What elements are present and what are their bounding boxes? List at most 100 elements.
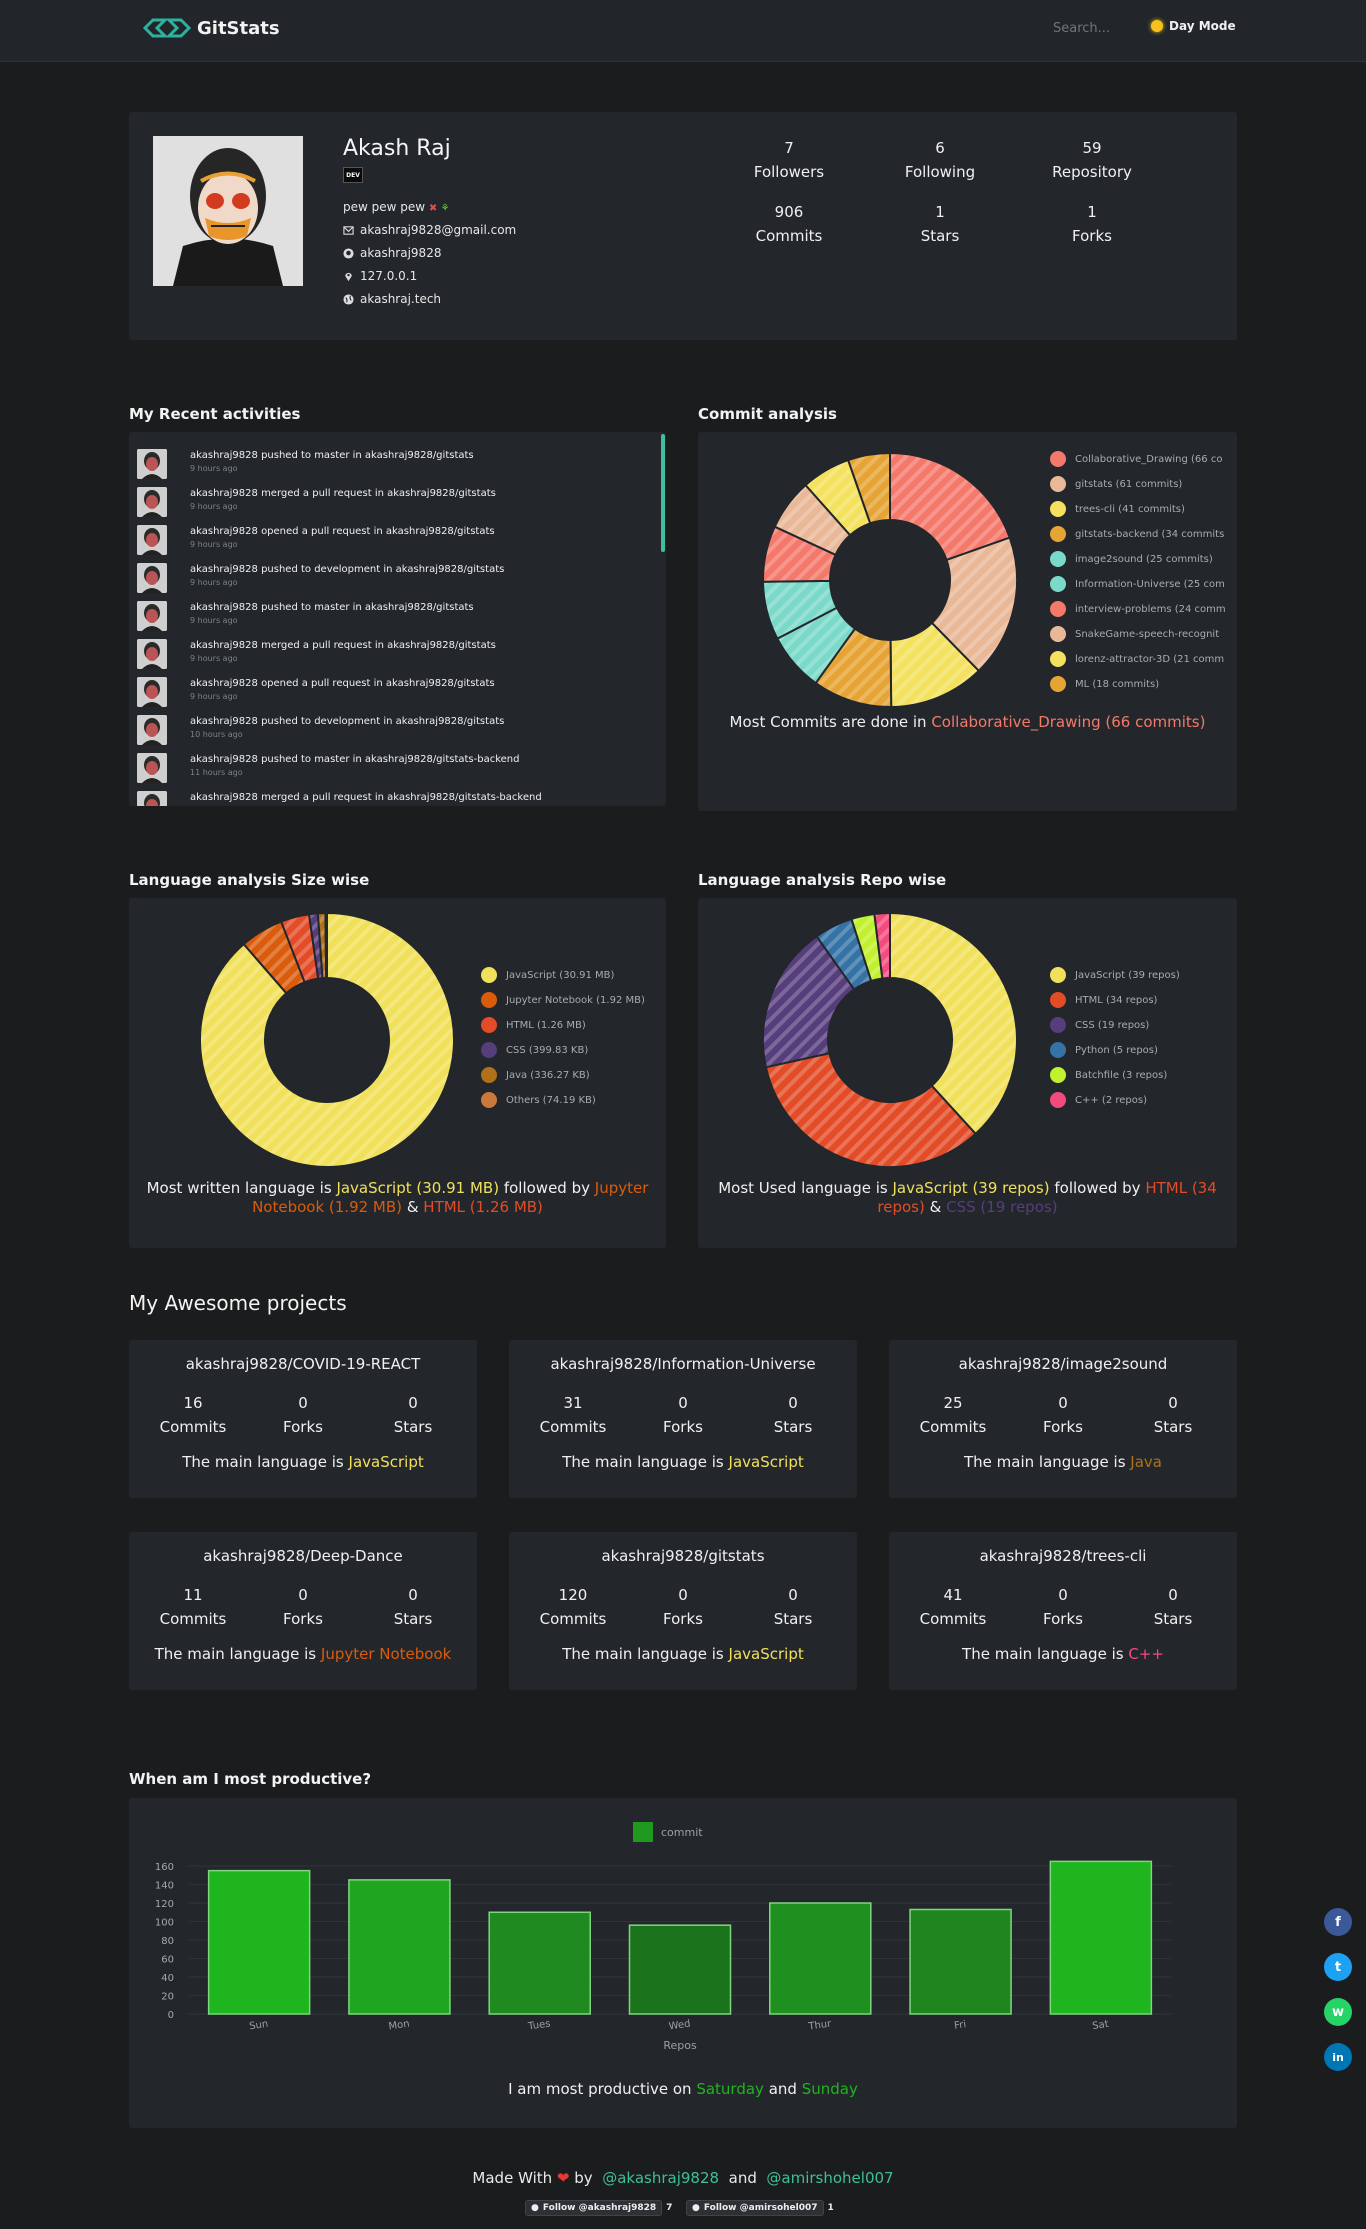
activity-item[interactable]: akashraj9828 pushed to master in akashra… [137, 598, 637, 636]
project-card[interactable]: akashraj9828/image2sound 25 Commits 0 Forks 0… [889, 1340, 1237, 1498]
legend-item[interactable]: SnakeGame-speech-recognit [1050, 626, 1219, 642]
legend-item[interactable]: ML (18 commits) [1050, 676, 1159, 692]
dev-badge[interactable]: DEV [343, 167, 363, 183]
bar-mon[interactable] [348, 1879, 451, 2015]
commit-slice[interactable] [930, 536, 1018, 673]
bar-fri[interactable] [909, 1908, 1012, 2015]
lang-repo-slice[interactable] [889, 911, 1018, 1136]
lang-repo-slice[interactable] [764, 1052, 977, 1168]
legend-item[interactable]: Jupyter Notebook (1.92 MB) [481, 992, 645, 1008]
twitter-share-button[interactable]: t [1324, 1953, 1352, 1981]
search-input[interactable] [1053, 21, 1143, 36]
stat-value: 906 [774, 203, 804, 221]
activity-list[interactable]: akashraj9828 pushed to master in akashra… [129, 432, 666, 806]
bar-tues[interactable] [488, 1911, 591, 2015]
brand-logo[interactable]: GitStats [143, 17, 280, 39]
project-name[interactable]: akashraj9828/COVID-19-REACT [185, 1355, 421, 1373]
y-tick-label: 20 [161, 1992, 174, 2003]
legend-item[interactable]: CSS (19 repos) [1050, 1017, 1149, 1033]
legend-item[interactable]: interview-problems (24 comm [1050, 601, 1226, 617]
bar-sun[interactable] [207, 1869, 311, 2015]
legend-item[interactable]: C++ (2 repos) [1050, 1092, 1147, 1108]
activity-item[interactable]: akashraj9828 pushed to development in ak… [137, 560, 637, 598]
legend-item[interactable]: Collaborative_Drawing (66 co [1050, 451, 1222, 467]
follow-author1-button[interactable]: ● Follow @akashraj9828 7 [525, 2199, 672, 2217]
bar-wed[interactable] [628, 1924, 732, 2015]
stat-repository[interactable]: 59 Repository [1032, 136, 1152, 184]
project-stars: 0 Stars [1118, 1391, 1228, 1439]
bar-sat[interactable] [1049, 1860, 1153, 2015]
legend-item[interactable]: JavaScript (30.91 MB) [481, 967, 614, 983]
activity-item[interactable]: akashraj9828 merged a pull request in ak… [137, 636, 637, 674]
profile-github[interactable]: akashraj9828 [343, 246, 441, 260]
activity-avatar [137, 487, 167, 517]
bio-emoji-icons: ✖ ⚘ [428, 203, 450, 214]
profile-email[interactable]: akashraj9828@gmail.com [343, 223, 516, 237]
legend-item[interactable]: Batchfile (3 repos) [1050, 1067, 1167, 1083]
activity-scrollbar[interactable] [661, 434, 665, 552]
activity-avatar [137, 563, 167, 593]
profile-website[interactable]: akashraj.tech [343, 292, 441, 306]
github-icon [343, 247, 354, 259]
project-language: The main language is JavaScript [509, 1645, 857, 1663]
commit-slice[interactable] [846, 451, 891, 525]
project-card[interactable]: akashraj9828/Information-Universe 31 Commi… [509, 1340, 857, 1498]
lang-repo-slice[interactable] [873, 911, 891, 980]
project-card[interactable]: akashraj9828/gitstats 120 Commits 0 Forks 0 St… [509, 1532, 857, 1690]
lang-repo-summary: Most Used language is JavaScript (39 rep… [708, 1179, 1227, 1217]
whatsapp-share-button[interactable]: w [1324, 1998, 1352, 2026]
project-name[interactable]: akashraj9828/Information-Universe [550, 1355, 816, 1373]
activity-item[interactable]: akashraj9828 opened a pull request in ak… [137, 522, 637, 560]
activity-item[interactable]: akashraj9828 opened a pull request in ak… [137, 674, 637, 712]
x-tick-label: Tues [527, 2019, 552, 2033]
x-tick-label: Fri [954, 2019, 967, 2032]
activity-item[interactable]: akashraj9828 pushed to master in akashra… [137, 446, 637, 484]
project-card[interactable]: akashraj9828/COVID-19-REACT 16 Commits 0 For… [129, 1340, 477, 1498]
project-card[interactable]: akashraj9828/trees-cli 41 Commits 0 Forks 0 St… [889, 1532, 1237, 1690]
legend-item[interactable]: Python (5 repos) [1050, 1042, 1158, 1058]
legend-swatch [1050, 1017, 1066, 1033]
project-name[interactable]: akashraj9828/image2sound [958, 1355, 1168, 1373]
lang-size-slice[interactable] [199, 911, 455, 1168]
follow-author2-button[interactable]: ● Follow @amirsohel007 1 [686, 2199, 834, 2217]
activity-item[interactable]: akashraj9828 merged a pull request in ak… [137, 788, 637, 806]
legend-item[interactable]: lorenz-attractor-3D (21 comm [1050, 651, 1224, 667]
lang-size-slice[interactable] [324, 911, 328, 980]
facebook-share-button[interactable]: f [1324, 1908, 1352, 1936]
legend-item[interactable]: CSS (399.83 KB) [481, 1042, 588, 1058]
author1-link[interactable]: @akashraj9828 [602, 2169, 720, 2187]
legend-item[interactable]: HTML (34 repos) [1050, 992, 1157, 1008]
stat-label: Forks [1043, 1610, 1083, 1628]
legend-item[interactable]: HTML (1.26 MB) [481, 1017, 586, 1033]
linkedin-share-button[interactable]: in [1324, 2043, 1352, 2071]
stat-following[interactable]: 6 Following [880, 136, 1000, 184]
project-name[interactable]: akashraj9828/Deep-Dance [203, 1547, 403, 1565]
legend-item[interactable]: Java (336.27 KB) [481, 1067, 590, 1083]
project-name[interactable]: akashraj9828/trees-cli [979, 1547, 1147, 1565]
author2-link[interactable]: @amirshohel007 [766, 2169, 894, 2187]
stat-followers[interactable]: 7 Followers [729, 136, 849, 184]
activity-avatar [137, 715, 167, 745]
stat-value: 41 [943, 1586, 963, 1604]
bar-legend-swatch[interactable] [633, 1822, 653, 1842]
legend-item[interactable]: JavaScript (39 repos) [1050, 967, 1180, 983]
day-mode-toggle[interactable]: Day Mode [1151, 19, 1236, 33]
project-card[interactable]: akashraj9828/Deep-Dance 11 Commits 0 Forks 0 S… [129, 1532, 477, 1690]
activity-item[interactable]: akashraj9828 pushed to master in akashra… [137, 750, 637, 788]
legend-item[interactable]: image2sound (25 commits) [1050, 551, 1213, 567]
legend-item[interactable]: trees-cli (41 commits) [1050, 501, 1185, 517]
legend-item[interactable]: Information-Universe (25 com [1050, 576, 1225, 592]
activity-item[interactable]: akashraj9828 pushed to development in ak… [137, 712, 637, 750]
legend-label: HTML (1.26 MB) [506, 1019, 586, 1031]
bar-thur[interactable] [769, 1902, 872, 2015]
legend-item[interactable]: gitstats-backend (34 commits [1050, 526, 1224, 542]
stat-value: 6 [935, 139, 945, 157]
activity-text: akashraj9828 pushed to master in akashra… [190, 450, 474, 461]
footer-made-with: Made With [472, 2169, 553, 2187]
stat-label: Stars [393, 1610, 433, 1628]
legend-item[interactable]: Others (74.19 KB) [481, 1092, 596, 1108]
commit-slice[interactable] [889, 451, 1011, 562]
legend-item[interactable]: gitstats (61 commits) [1050, 476, 1182, 492]
activity-item[interactable]: akashraj9828 merged a pull request in ak… [137, 484, 637, 522]
project-name[interactable]: akashraj9828/gitstats [601, 1547, 765, 1565]
